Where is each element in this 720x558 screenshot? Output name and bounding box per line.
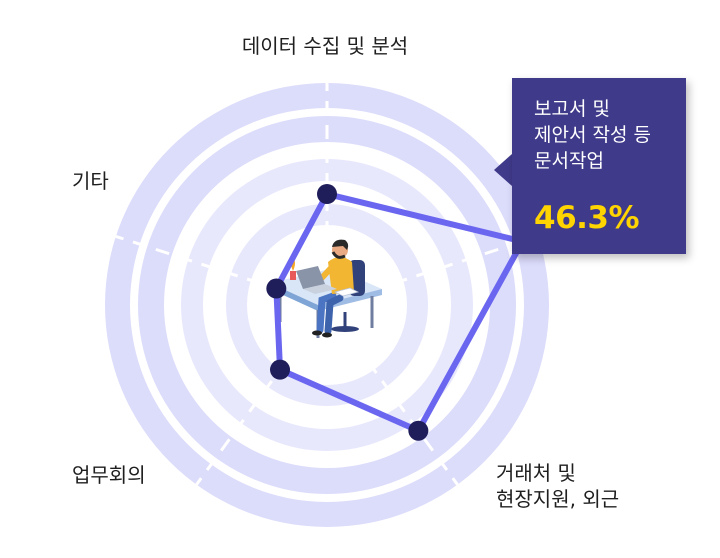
callout-pointer — [494, 154, 512, 186]
radar-spoke — [195, 360, 288, 486]
series-polygon — [273, 191, 526, 434]
callout-category-label: 보고서 및 제안서 작성 등 문서작업 — [534, 98, 651, 172]
data-point — [266, 278, 287, 299]
axis-label-data-analysis: 데이터 수집 및 분석 — [241, 34, 409, 58]
radar-spokes — [115, 83, 539, 486]
data-point — [317, 184, 337, 204]
axis-label-etc: 기타 — [72, 169, 109, 193]
data-point — [270, 359, 291, 380]
radar-spoke — [115, 234, 261, 285]
axis-label-field-support: 거래처 및 현장지원, 외근 — [496, 461, 620, 511]
highlight-callout: 보고서 및 제안서 작성 등 문서작업 46.3% — [512, 78, 686, 254]
data-point — [408, 420, 429, 441]
callout-value-label: 46.3% — [534, 200, 640, 236]
axis-label-meetings: 업무회의 — [72, 463, 146, 487]
